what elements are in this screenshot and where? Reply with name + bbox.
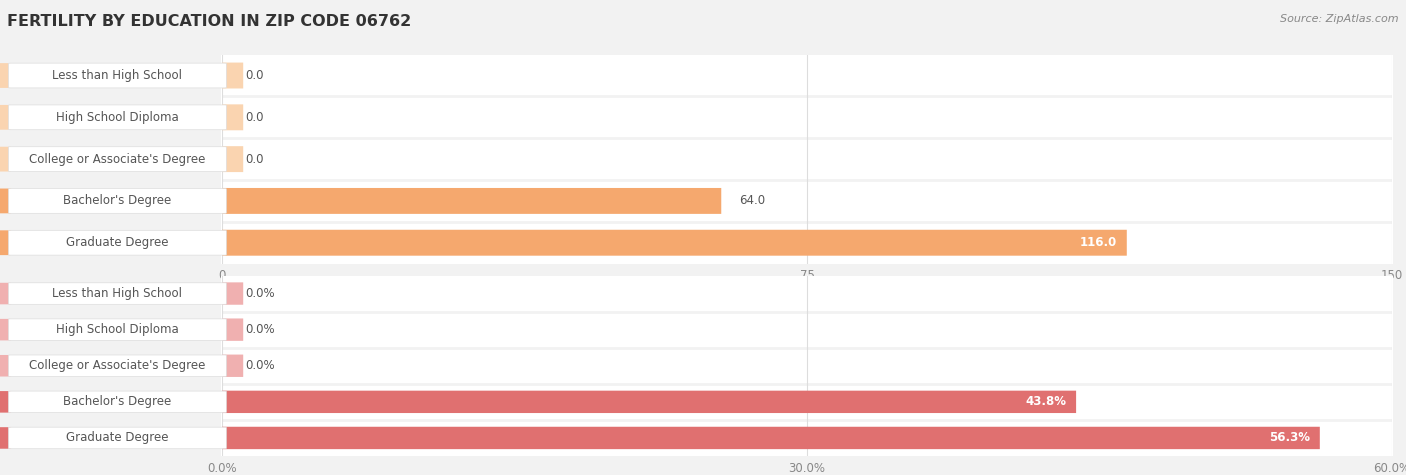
- FancyBboxPatch shape: [222, 230, 1126, 256]
- Text: High School Diploma: High School Diploma: [56, 323, 179, 336]
- Text: College or Associate's Degree: College or Associate's Degree: [30, 359, 205, 372]
- Text: 0.0%: 0.0%: [246, 287, 276, 300]
- FancyBboxPatch shape: [222, 282, 243, 305]
- Text: 0.0%: 0.0%: [246, 359, 276, 372]
- Text: 43.8%: 43.8%: [1026, 395, 1067, 408]
- FancyBboxPatch shape: [222, 354, 243, 377]
- Bar: [221, 312, 1393, 348]
- FancyBboxPatch shape: [222, 390, 1076, 413]
- Bar: [221, 96, 1393, 138]
- Text: College or Associate's Degree: College or Associate's Degree: [30, 152, 205, 166]
- Text: Bachelor's Degree: Bachelor's Degree: [63, 194, 172, 208]
- Text: Graduate Degree: Graduate Degree: [66, 236, 169, 249]
- FancyBboxPatch shape: [222, 318, 243, 341]
- Text: 0.0: 0.0: [246, 69, 264, 82]
- Text: Source: ZipAtlas.com: Source: ZipAtlas.com: [1281, 14, 1399, 24]
- Bar: [221, 180, 1393, 222]
- Text: Less than High School: Less than High School: [52, 69, 183, 82]
- Text: Less than High School: Less than High School: [52, 287, 183, 300]
- Bar: [221, 138, 1393, 180]
- Text: 116.0: 116.0: [1080, 236, 1118, 249]
- Bar: [221, 222, 1393, 264]
- Bar: [221, 348, 1393, 384]
- FancyBboxPatch shape: [222, 63, 243, 88]
- Bar: [221, 55, 1393, 96]
- Text: High School Diploma: High School Diploma: [56, 111, 179, 124]
- Bar: [221, 420, 1393, 456]
- FancyBboxPatch shape: [222, 146, 243, 172]
- Text: 0.0%: 0.0%: [246, 323, 276, 336]
- Bar: [221, 276, 1393, 312]
- Text: 0.0: 0.0: [246, 111, 264, 124]
- Text: 56.3%: 56.3%: [1270, 431, 1310, 445]
- Text: Graduate Degree: Graduate Degree: [66, 431, 169, 445]
- Text: FERTILITY BY EDUCATION IN ZIP CODE 06762: FERTILITY BY EDUCATION IN ZIP CODE 06762: [7, 14, 412, 29]
- Text: 64.0: 64.0: [738, 194, 765, 208]
- FancyBboxPatch shape: [222, 104, 243, 130]
- Bar: [221, 384, 1393, 420]
- Text: Bachelor's Degree: Bachelor's Degree: [63, 395, 172, 408]
- FancyBboxPatch shape: [222, 427, 1320, 449]
- Text: 0.0: 0.0: [246, 152, 264, 166]
- FancyBboxPatch shape: [222, 188, 721, 214]
